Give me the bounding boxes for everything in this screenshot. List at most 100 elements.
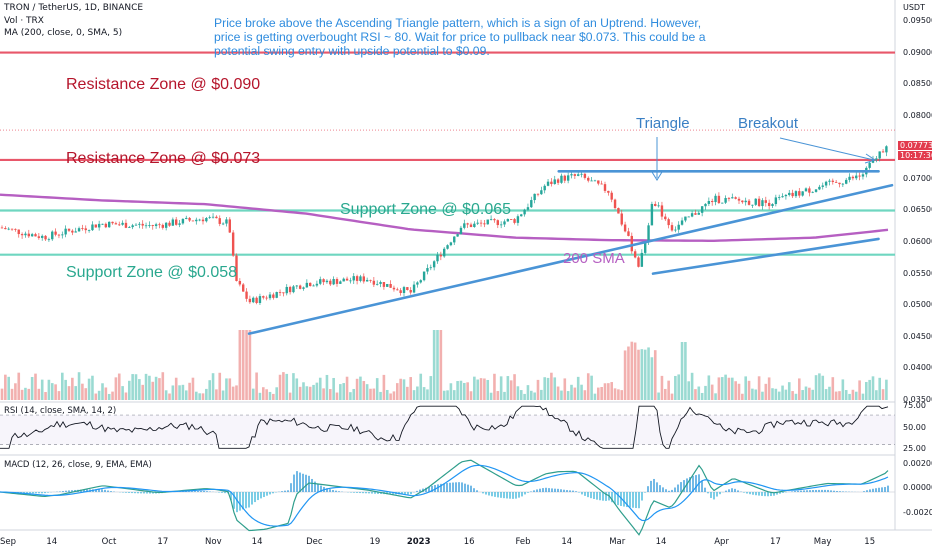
volume-bar (550, 372, 553, 400)
macd-histogram-bar (416, 490, 418, 492)
candle-body (84, 228, 87, 231)
candle-body (633, 251, 637, 258)
candle-body (660, 205, 664, 217)
candle-body (67, 228, 71, 231)
macd-histogram-bar (410, 492, 412, 495)
candle-body (54, 231, 57, 235)
macd-histogram-bar (443, 483, 445, 492)
candle-body (543, 185, 546, 191)
volume-bar (590, 375, 593, 400)
volume-bar (131, 374, 134, 400)
macd-histogram-bar (677, 484, 679, 492)
macd-histogram-bar (575, 491, 577, 492)
volume-bar (831, 377, 835, 400)
candle-body (587, 177, 590, 181)
volume-bar (851, 389, 855, 400)
candle-body (694, 213, 697, 215)
candle-body (516, 216, 520, 223)
time-tick: 15 (864, 537, 876, 547)
candle-body (235, 255, 238, 281)
macd-histogram-bar (695, 475, 697, 492)
volume-bar (94, 393, 98, 400)
macd-histogram-bar (389, 492, 391, 495)
volume-bar (452, 390, 456, 400)
candle-body (386, 283, 389, 287)
macd-histogram-bar (713, 492, 715, 500)
currency-label: USDT (903, 3, 925, 12)
macd-histogram-bar (794, 491, 796, 492)
macd-histogram-bar (701, 480, 703, 492)
macd-histogram-bar (404, 492, 406, 495)
macd-histogram-bar (815, 489, 817, 492)
candle-body (818, 186, 821, 190)
volume-bar (272, 393, 275, 400)
macd-histogram-bar (206, 491, 208, 492)
candle-body (138, 223, 141, 225)
volume-bar (653, 350, 657, 400)
rsi-tick-25: 25.00 (903, 444, 926, 453)
macd-histogram-bar (335, 490, 337, 492)
candle-body (731, 197, 734, 199)
candle-body (148, 225, 151, 226)
candle-body (600, 183, 603, 185)
volume-bar (469, 391, 473, 400)
time-tick: Dec (306, 537, 323, 547)
volume-bar (707, 375, 711, 400)
macd-histogram-bar (836, 490, 838, 492)
macd-histogram-bar (350, 492, 352, 493)
volume-bar (479, 378, 483, 400)
volume-bar (91, 375, 94, 400)
macd-histogram-bar (530, 491, 532, 492)
macd-histogram-bar (719, 492, 721, 495)
candle-body (794, 191, 798, 197)
candle-body (71, 230, 74, 233)
time-tick: Apr (714, 537, 729, 547)
volume-bar (828, 386, 831, 400)
macd-histogram-bar (776, 492, 778, 495)
candle-body (791, 192, 794, 197)
macd-histogram-bar (359, 492, 361, 494)
candle-body (875, 158, 878, 160)
volume-bar (205, 388, 208, 400)
time-tick: 19 (369, 537, 381, 547)
volume-bar (318, 377, 322, 400)
volume-bar (761, 391, 764, 400)
macd-histogram-bar (620, 492, 622, 506)
candle-body (144, 225, 148, 227)
time-tick: 14 (46, 537, 58, 547)
macd-histogram-bar (311, 478, 313, 492)
volume-bar (375, 378, 379, 400)
candle-body (359, 276, 362, 281)
volume-bar (523, 393, 526, 400)
volume-bar (556, 386, 560, 400)
macd-histogram-bar (83, 489, 85, 492)
macd-histogram-bar (476, 490, 478, 492)
volume-bar (875, 390, 878, 400)
volume-bar (171, 385, 175, 400)
volume-bar (275, 387, 278, 400)
candle-body (17, 229, 20, 235)
candle-body (493, 219, 496, 221)
volume-bar (201, 393, 205, 400)
macd-histogram-bar (515, 492, 517, 499)
macd-histogram-bar (314, 481, 316, 492)
macd-histogram-bar (560, 489, 562, 492)
volume-bar (258, 392, 262, 400)
volume-bar (329, 389, 332, 400)
macd-histogram-bar (581, 492, 583, 495)
volume-bar (47, 379, 51, 400)
macd-histogram-bar (791, 491, 793, 492)
candle-body (667, 219, 670, 226)
macd-histogram-bar (320, 485, 322, 492)
macd-histogram-bar (194, 491, 196, 492)
macd-histogram-bar (725, 490, 727, 492)
macd-histogram-bar (239, 492, 241, 511)
volume-bar (228, 378, 232, 400)
chart-title: TRON / TetherUS, 1D, BINANCE (4, 3, 144, 13)
volume-bar (848, 393, 851, 400)
volume-bar (342, 383, 345, 400)
candle-body (406, 287, 409, 291)
candle-body (546, 181, 550, 186)
candle-body (560, 175, 563, 183)
